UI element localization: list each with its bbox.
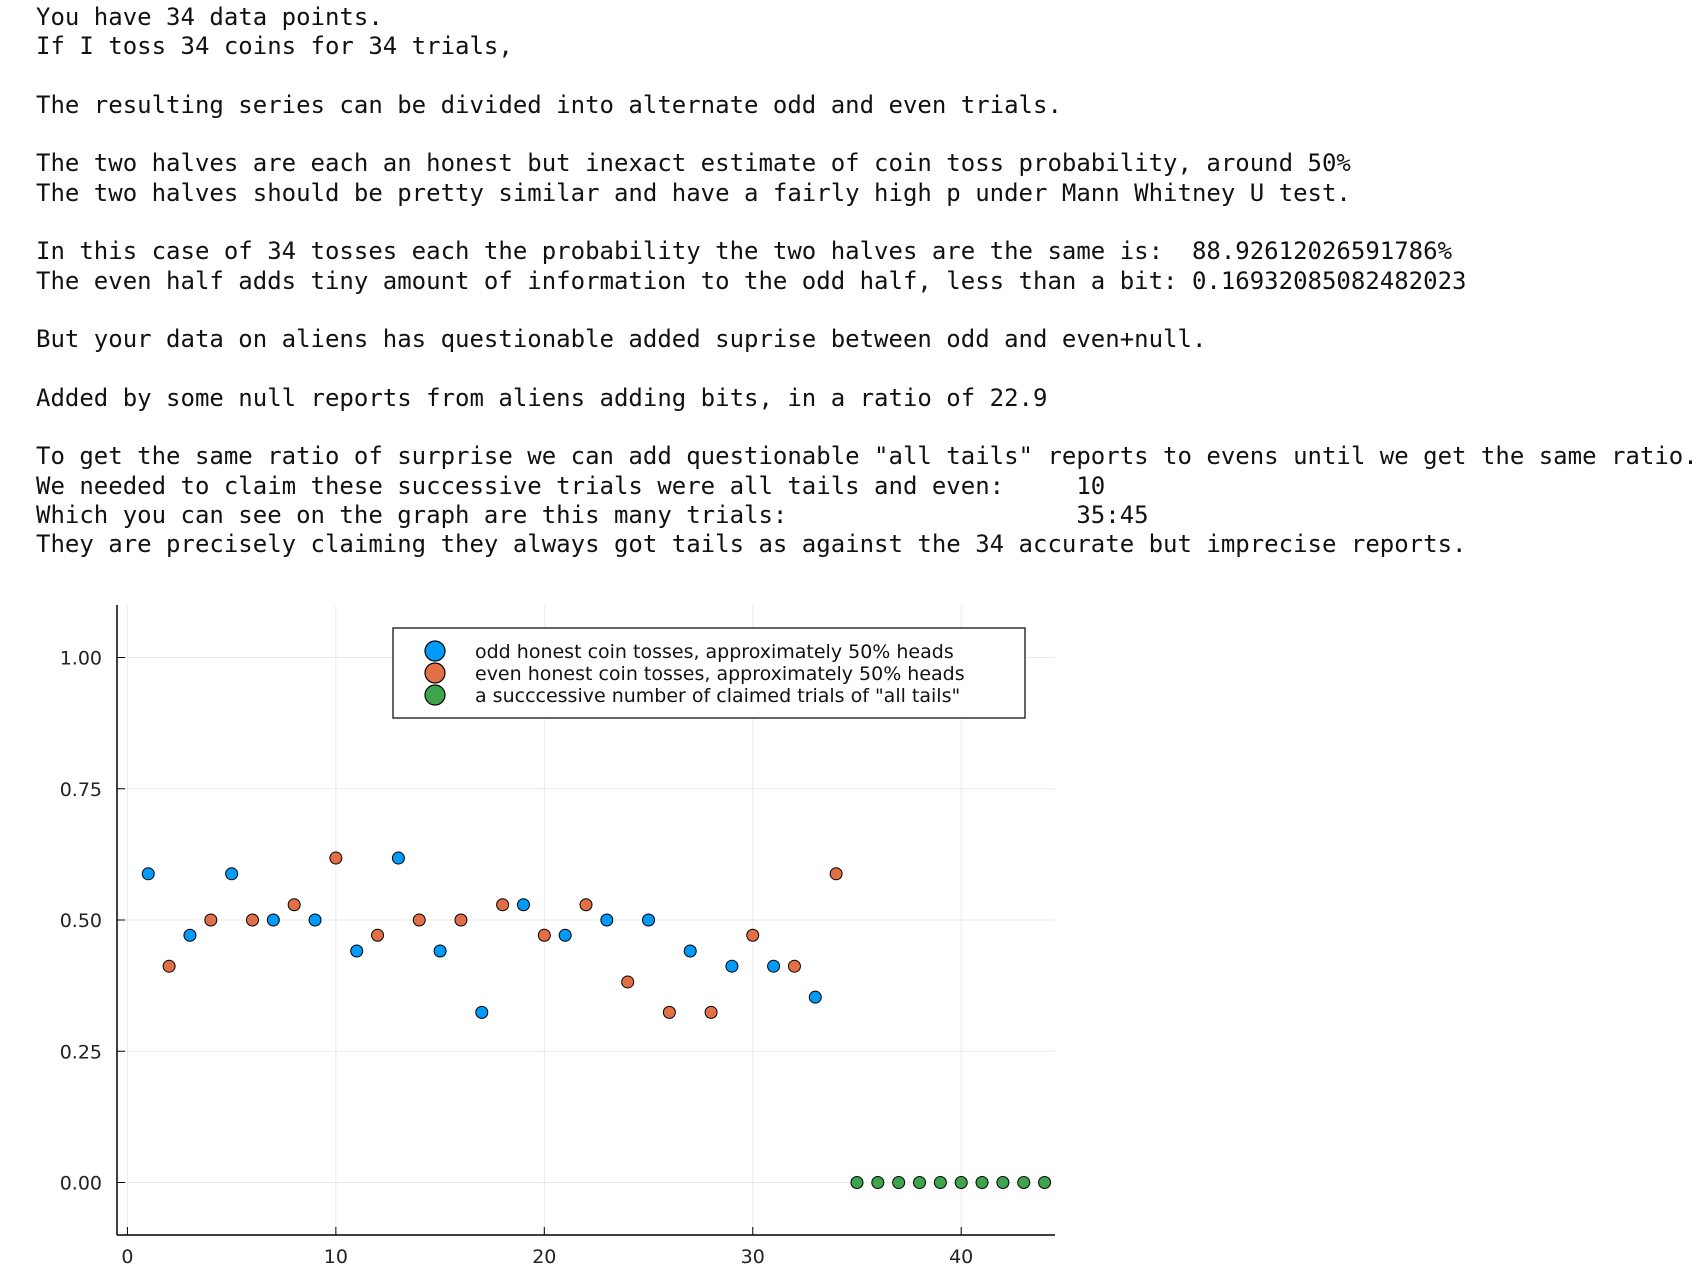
- output-text: You have 34 data points. If I toss 34 coi…: [36, 3, 1698, 560]
- data-point-series-1: [308, 913, 322, 927]
- data-point-series-1: [225, 867, 239, 881]
- data-point-series-2: [621, 975, 635, 989]
- output-text-line: The even half adds tiny amount of inform…: [36, 266, 1467, 295]
- data-point-series-1: [600, 913, 614, 927]
- output-text-line: [36, 120, 1698, 149]
- data-point-series-2: [496, 898, 510, 912]
- data-point-series-3: [954, 1176, 968, 1189]
- output-text-line: Added by some null reports from aliens a…: [36, 383, 1048, 412]
- output-text-line: [36, 296, 1698, 325]
- data-point-series-1: [767, 959, 781, 973]
- legend-marker: [424, 640, 446, 662]
- data-point-series-1: [391, 851, 405, 865]
- legend-label: a succcessive number of claimed trials o…: [475, 685, 960, 707]
- data-point-series-3: [871, 1176, 885, 1189]
- data-point-series-3: [975, 1176, 989, 1189]
- data-point-series-2: [662, 1005, 676, 1019]
- data-point-series-2: [829, 867, 843, 881]
- data-point-series-2: [746, 928, 760, 942]
- data-point-series-2: [162, 959, 176, 973]
- tick-labels: 0 10 20 30 40 0.00 0.25 0.50 0.75 1.00: [60, 648, 974, 1269]
- data-point-series-3: [850, 1176, 864, 1189]
- output-text-line: You have 34 data points.: [36, 3, 383, 31]
- output-text-line: To get the same ratio of surprise we can…: [36, 442, 1698, 471]
- data-point-series-2: [329, 851, 343, 865]
- data-point-series-2: [245, 913, 259, 927]
- data-point-series-3: [996, 1176, 1010, 1189]
- scatter-chart: 0 10 20 30 40 0.00 0.25 0.50 0.75 1.00 odd honest…: [60, 605, 1055, 1269]
- output-text-line: The two halves are each an honest but in…: [36, 149, 1351, 178]
- data-point-series-2: [579, 898, 593, 912]
- y-tick-label: 0.75: [60, 779, 102, 801]
- output-text-line: But your data on aliens has questionable…: [36, 325, 1207, 354]
- output-text-line: The resulting series can be divided into…: [36, 90, 1062, 119]
- output-text-line: [36, 355, 1698, 384]
- legend-marker: [424, 662, 446, 684]
- output-text-line: They are precisely claiming they always …: [36, 530, 1467, 559]
- data-point-series-1: [475, 1005, 489, 1019]
- data-point-series-1: [642, 913, 656, 927]
- x-tick-label: 0: [121, 1246, 133, 1268]
- y-tick-label: 1.00: [60, 648, 102, 670]
- data-point-series-1: [683, 944, 697, 958]
- data-point-series-2: [704, 1005, 718, 1019]
- legend-label: odd honest coin tosses, approximately 50…: [475, 641, 954, 663]
- x-tick-label: 20: [532, 1246, 556, 1268]
- data-points: [141, 851, 1052, 1189]
- data-point-series-3: [913, 1176, 927, 1189]
- data-point-series-2: [412, 913, 426, 927]
- x-tick-label: 40: [949, 1246, 973, 1268]
- data-point-series-1: [558, 928, 572, 942]
- data-point-series-3: [1017, 1176, 1031, 1189]
- x-tick-label: 10: [324, 1246, 348, 1268]
- data-point-series-2: [204, 913, 218, 927]
- data-point-series-3: [1038, 1176, 1052, 1189]
- data-point-series-2: [287, 898, 301, 912]
- legend-marker: [424, 684, 446, 706]
- data-point-series-3: [933, 1176, 947, 1189]
- data-point-series-2: [371, 928, 385, 942]
- data-point-series-1: [183, 928, 197, 942]
- x-tick-label: 30: [741, 1246, 765, 1268]
- data-point-series-1: [266, 913, 280, 927]
- legend-box: [392, 627, 1026, 719]
- output-text-line: Which you can see on the graph are this …: [36, 501, 1149, 530]
- y-tick-label: 0.25: [60, 1041, 102, 1063]
- data-point-series-1: [516, 898, 530, 912]
- data-point-series-1: [725, 959, 739, 973]
- data-point-series-3: [892, 1176, 906, 1189]
- data-point-series-1: [808, 990, 822, 1004]
- output-text-line: [36, 208, 1698, 237]
- legend-label: even honest coin tosses, approximately 5…: [475, 663, 965, 685]
- output-text-line: [36, 62, 1698, 91]
- data-point-series-1: [141, 867, 155, 881]
- data-point-series-1: [350, 944, 364, 958]
- data-point-series-2: [537, 928, 551, 942]
- data-point-series-2: [454, 913, 468, 927]
- legend: odd honest coin tosses, approximately 50…: [392, 627, 1026, 719]
- y-tick-label: 0.00: [60, 1173, 102, 1195]
- output-text-line: If I toss 34 coins for 34 trials,: [36, 32, 513, 61]
- y-tick-label: 0.50: [60, 910, 102, 932]
- data-point-series-1: [433, 944, 447, 958]
- data-point-series-2: [787, 959, 801, 973]
- output-text-line: [36, 413, 1698, 442]
- output-text-line: The two halves should be pretty similar …: [36, 178, 1351, 207]
- output-text-line: In this case of 34 tosses each the proba…: [36, 237, 1453, 266]
- output-text-line: We needed to claim these successive tria…: [36, 471, 1106, 500]
